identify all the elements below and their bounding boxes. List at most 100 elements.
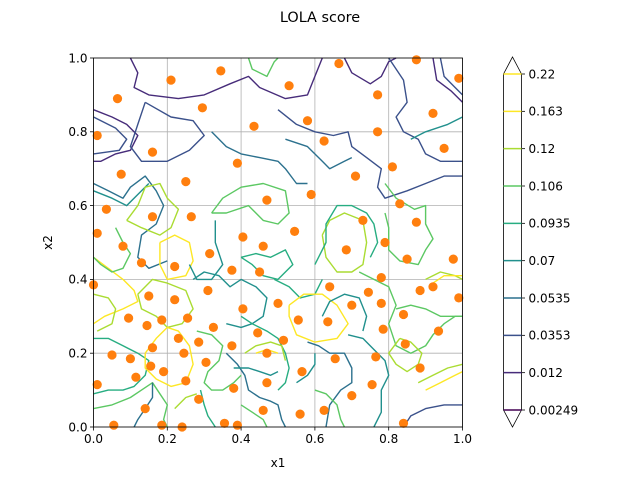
- sample-point: [411, 217, 421, 227]
- x-tick-label: 0.8: [379, 432, 398, 446]
- sample-point: [253, 328, 263, 338]
- contour-line: [233, 367, 279, 376]
- contour-line: [244, 341, 287, 361]
- sample-point: [347, 300, 357, 310]
- sample-point: [411, 55, 421, 65]
- sample-point: [140, 404, 150, 414]
- contour-line: [129, 57, 323, 100]
- contour-line: [93, 293, 117, 332]
- colorbar-tick-label: 0.07: [529, 254, 556, 268]
- contour-line: [240, 249, 294, 281]
- contour-line: [321, 212, 368, 273]
- contour-line: [358, 271, 463, 354]
- contour-line: [314, 389, 346, 428]
- sample-point: [238, 232, 248, 242]
- contour-line: [347, 334, 390, 428]
- colorbar-frame: [503, 73, 522, 411]
- contour-line: [93, 183, 150, 207]
- contour-line: [211, 131, 308, 185]
- sample-point: [319, 136, 329, 146]
- sample-point: [262, 378, 272, 388]
- sample-point: [258, 241, 268, 251]
- contour-lines: [93, 57, 463, 428]
- contour-line: [410, 116, 463, 140]
- contour-line: [196, 330, 242, 391]
- sample-point: [238, 304, 248, 314]
- sample-point: [232, 158, 242, 168]
- colorbar-tick-label: 0.00249: [529, 403, 579, 417]
- sample-point: [363, 287, 373, 297]
- sample-point: [179, 348, 189, 358]
- contour-line: [417, 363, 463, 384]
- chart-title: LOLA score: [280, 10, 360, 26]
- sample-point: [325, 282, 335, 292]
- contour-line: [288, 293, 349, 343]
- sample-point: [197, 103, 207, 113]
- sample-point: [323, 317, 333, 327]
- sample-point: [107, 350, 117, 360]
- colorbar: 0.00249 0.012 0.0353 0.0535 0.07 0.0935 0.106 0…: [503, 56, 579, 428]
- sample-point: [367, 380, 377, 390]
- contour-line: [285, 138, 353, 170]
- sample-point: [112, 94, 123, 104]
- sample-point: [295, 409, 305, 419]
- sample-point: [400, 339, 410, 349]
- sample-point: [203, 285, 213, 296]
- sample-point: [319, 405, 329, 415]
- sample-point: [284, 81, 294, 91]
- sample-point: [170, 261, 180, 272]
- sample-point: [373, 90, 383, 100]
- sample-point: [293, 315, 303, 325]
- contour-line: [425, 370, 463, 391]
- y-tick-label: 1.0: [68, 51, 87, 65]
- colorbar-tick-label: 0.163: [529, 105, 563, 119]
- sample-point: [433, 326, 444, 336]
- sample-point: [136, 258, 147, 268]
- sample-point: [194, 394, 204, 404]
- sample-point: [378, 324, 388, 334]
- y-axis-ticks: 0.0 0.2 0.4 0.6 0.8 1.0: [68, 51, 94, 434]
- sample-point: [297, 367, 307, 377]
- contour-line: [314, 204, 379, 265]
- contour-line: [129, 101, 205, 162]
- sample-point: [157, 315, 167, 325]
- x-tick-label: 0.4: [232, 432, 251, 446]
- sample-point: [334, 58, 344, 69]
- sample-point: [302, 116, 313, 126]
- sample-point: [92, 130, 102, 141]
- sample-point: [290, 226, 300, 236]
- sample-point: [147, 212, 158, 222]
- sample-point: [373, 127, 383, 137]
- contour-line: [307, 341, 353, 428]
- sample-point: [273, 298, 283, 308]
- sample-point: [147, 147, 158, 157]
- sample-point: [278, 335, 289, 345]
- y-tick-label: 0.4: [68, 273, 87, 287]
- sample-point: [398, 309, 409, 320]
- sample-point: [402, 254, 412, 264]
- sample-point: [227, 341, 237, 351]
- sample-point: [229, 383, 239, 393]
- contour-line: [273, 278, 323, 299]
- y-tick-label: 0.2: [68, 347, 87, 361]
- sample-point: [194, 337, 204, 347]
- y-axis-label: x2: [41, 235, 55, 250]
- contour-line: [126, 182, 180, 236]
- x-axis-ticks: 0.0 0.2 0.4 0.6 0.8 1.0: [84, 427, 472, 446]
- sample-point: [201, 357, 211, 367]
- sample-point: [376, 273, 386, 283]
- sample-point: [181, 376, 191, 386]
- colorbar-tick-label: 0.22: [529, 67, 556, 81]
- x-tick-label: 0.2: [158, 432, 177, 446]
- contour-line: [395, 304, 463, 317]
- sample-point: [428, 282, 438, 292]
- sample-point: [380, 237, 390, 248]
- contour-line: [425, 271, 463, 281]
- contour-line: [211, 182, 290, 225]
- plot-area: 0.0 0.2 0.4 0.6 0.8 1.0 0.0 0.2 0.4 0.6 0.8 1.0: [68, 51, 472, 446]
- sample-point: [170, 295, 180, 305]
- sample-point: [101, 204, 111, 214]
- sample-points: [88, 55, 464, 432]
- sample-point: [227, 265, 237, 275]
